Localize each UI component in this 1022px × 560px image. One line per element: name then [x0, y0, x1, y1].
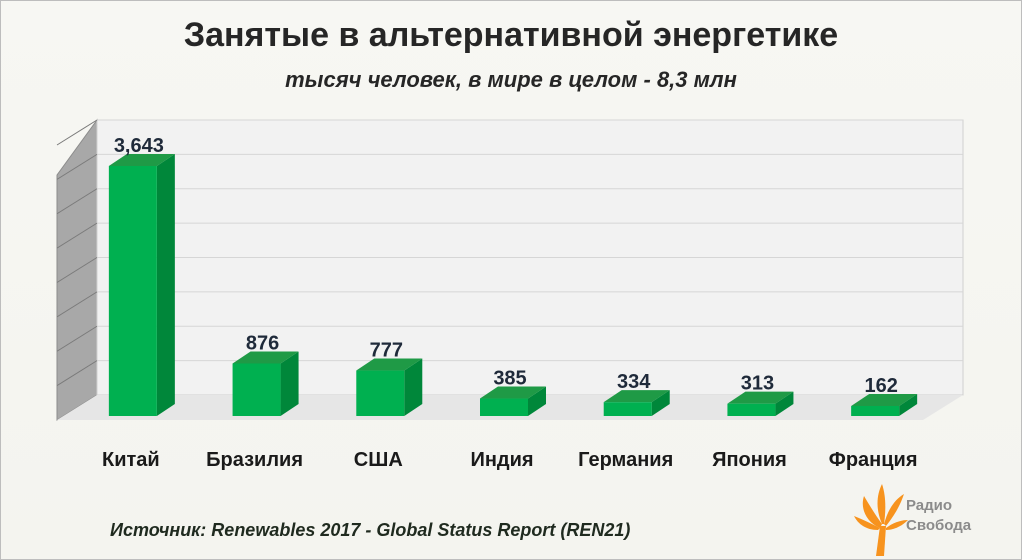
category-label: Бразилия	[206, 449, 303, 471]
radio-svoboda-logo-icon	[854, 484, 908, 556]
bar-side	[528, 386, 546, 416]
wall-gridline	[56, 222, 98, 249]
logo-line-1: Радио	[906, 497, 953, 514]
data-label: 777	[370, 340, 403, 362]
category-label: Германия	[578, 449, 673, 471]
data-label: 334	[617, 371, 651, 393]
bar-top	[603, 390, 670, 403]
source-note: Источник: Renewables 2017 - Global Statu…	[110, 520, 631, 540]
chart-subtitle: тысяч человек, в мире в целом - 8,3 млн	[285, 67, 737, 92]
wall-gridline	[56, 119, 98, 146]
bar-side	[156, 154, 175, 416]
wall-gridline	[56, 153, 98, 180]
bar-side	[775, 391, 794, 416]
bar	[480, 398, 528, 416]
bar	[603, 402, 652, 416]
data-label: 313	[741, 373, 774, 395]
bar-top	[480, 386, 546, 399]
logo-line-2: Свобода	[906, 517, 972, 534]
wall-gridline	[56, 360, 98, 387]
bar-top	[232, 351, 299, 364]
wall-gridline	[56, 188, 98, 215]
category-label: Франция	[829, 449, 918, 471]
data-label: 876	[246, 332, 279, 354]
bar-side	[651, 390, 670, 416]
bar	[851, 406, 900, 416]
bar-side	[899, 394, 918, 416]
category-label: США	[354, 449, 403, 471]
wall-gridline	[56, 325, 98, 352]
bar-top	[727, 391, 794, 404]
category-label: Китай	[102, 449, 160, 471]
bar-top	[356, 358, 423, 371]
bar-side	[280, 351, 299, 416]
bar	[108, 166, 157, 416]
data-label: 385	[493, 368, 526, 390]
wall-gridline	[56, 291, 98, 318]
bar-top	[851, 394, 918, 406]
bar	[356, 370, 405, 416]
category-label: Индия	[470, 449, 533, 471]
data-label: 162	[864, 375, 897, 397]
bar	[727, 403, 776, 416]
bar-top	[108, 154, 175, 166]
wall-gridline	[56, 257, 98, 283]
category-label: Япония	[712, 449, 787, 471]
data-label: 3,643	[114, 135, 164, 157]
bar	[232, 363, 281, 416]
logo-text: Радио Свобода	[906, 496, 971, 536]
chart-title: Занятые в альтернативной энергетике	[183, 16, 839, 54]
bar-side	[404, 358, 423, 416]
